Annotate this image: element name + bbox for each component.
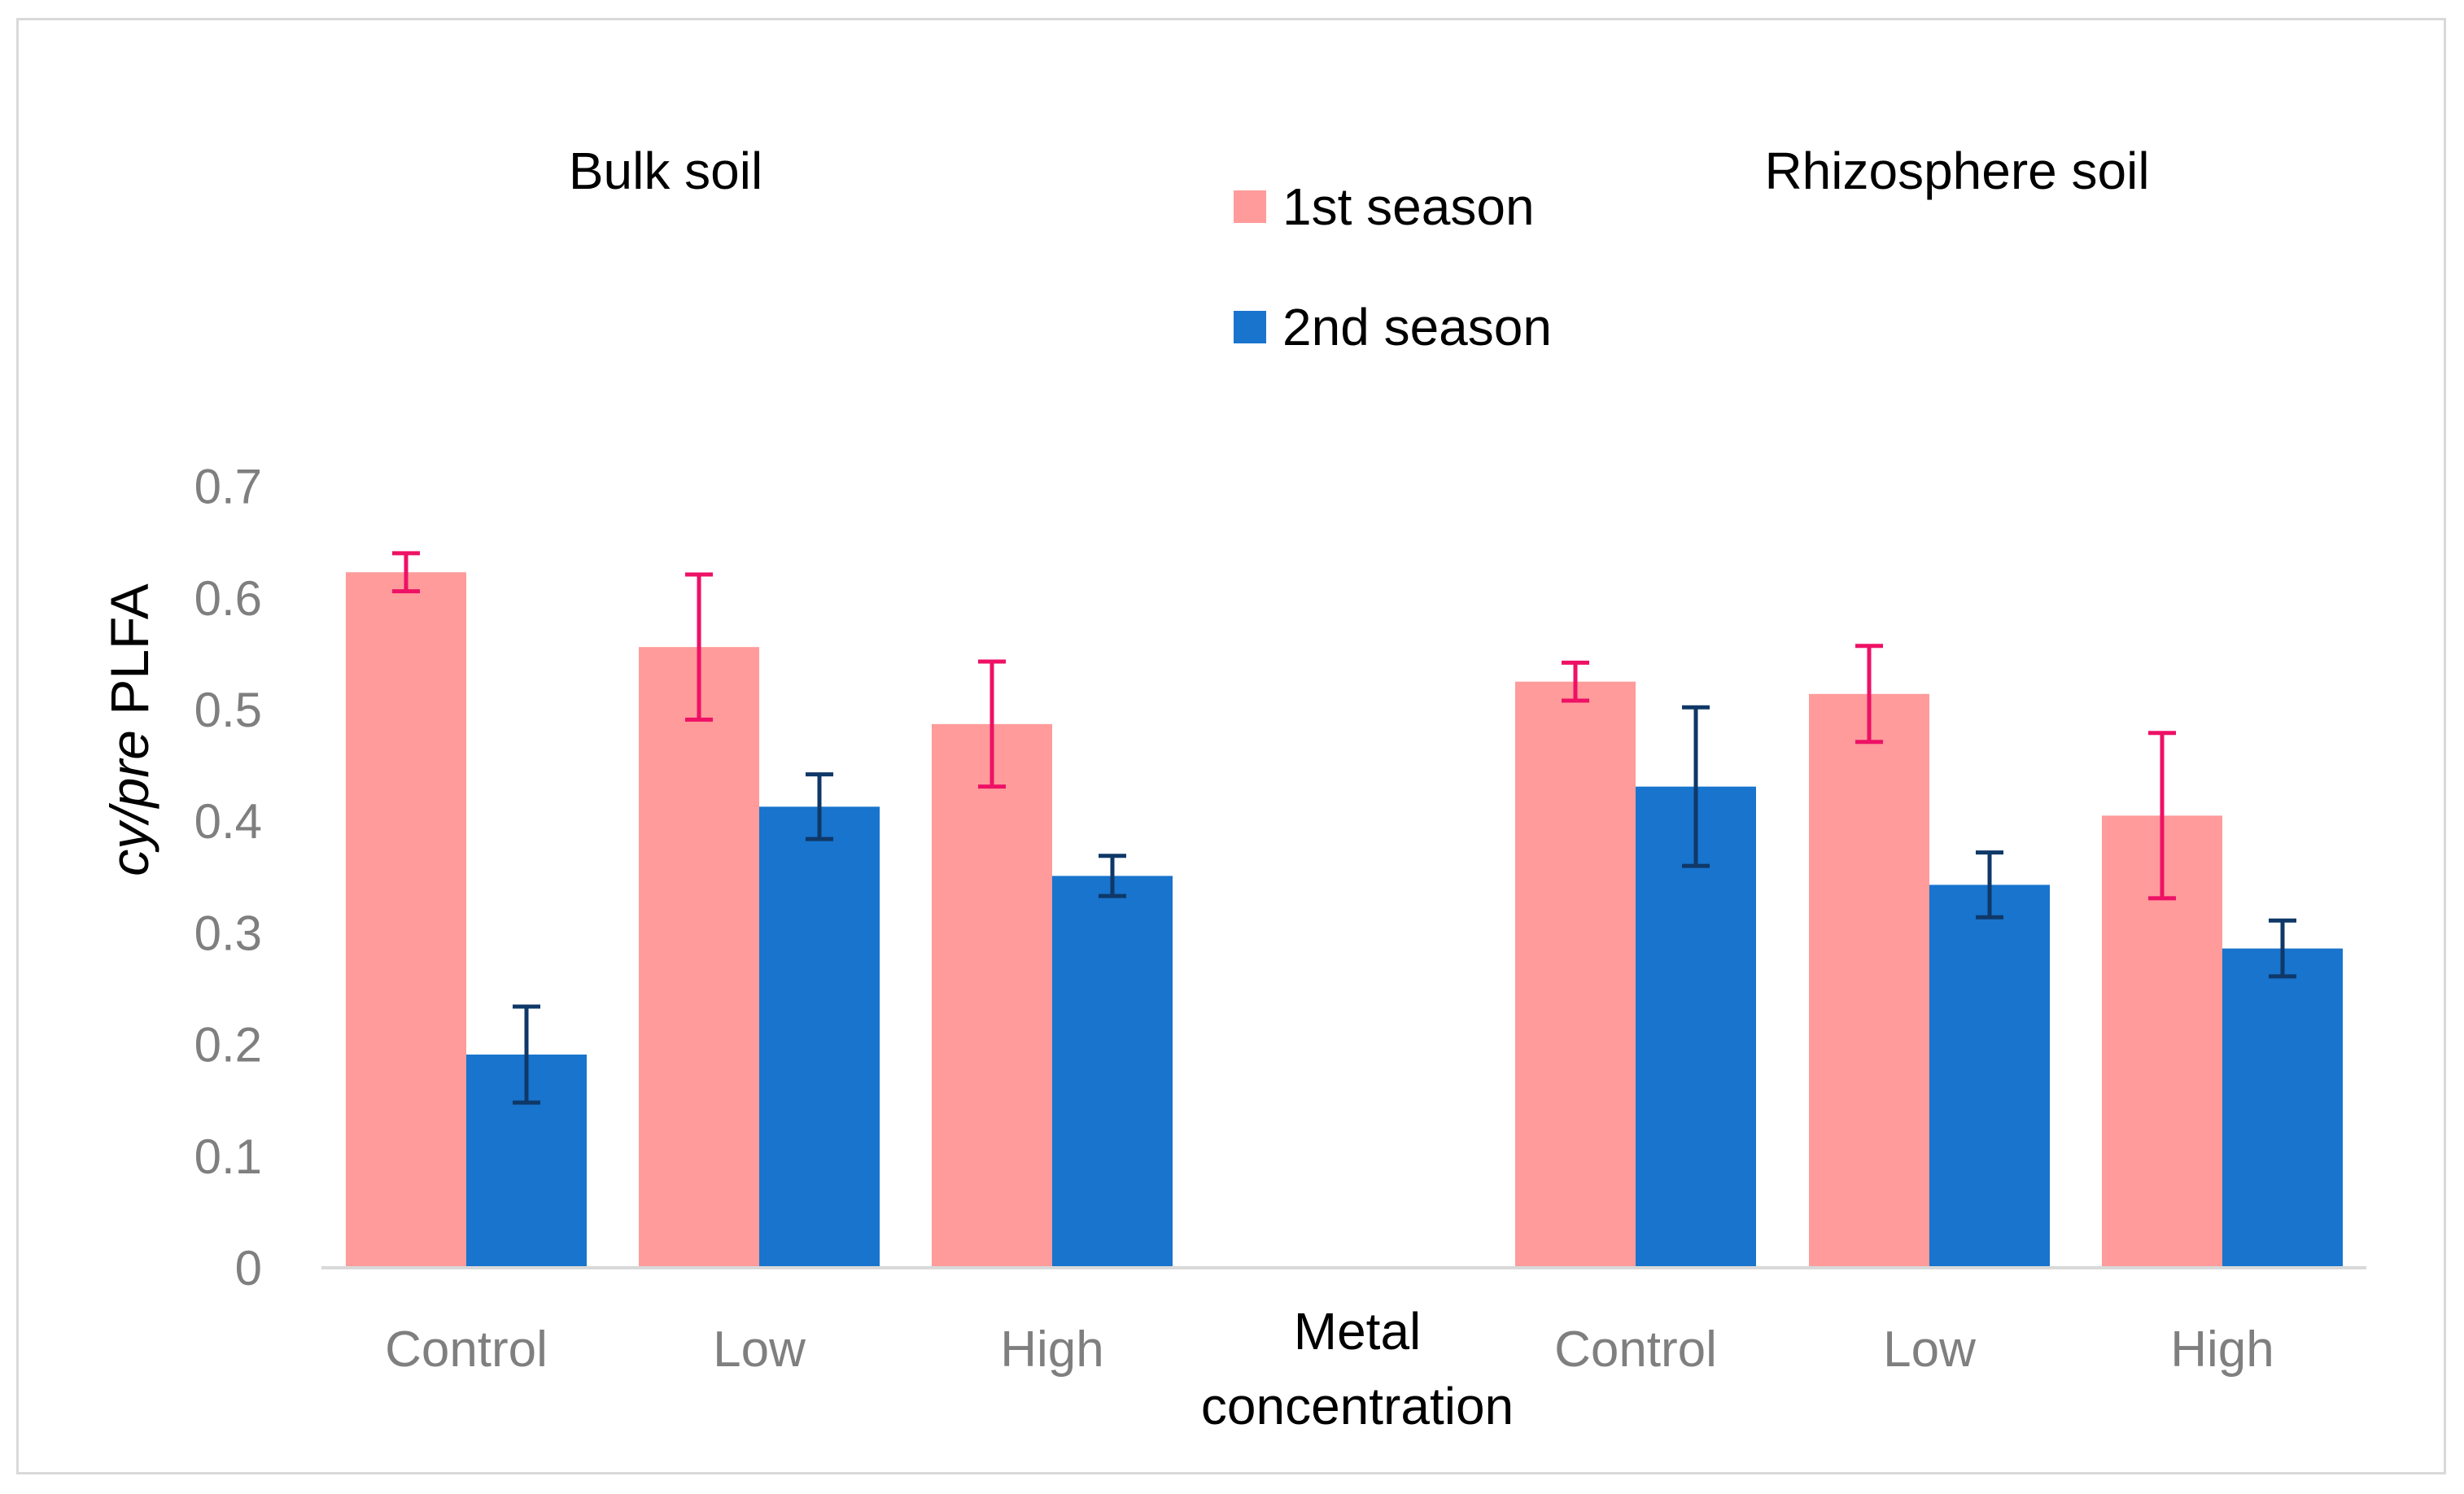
- bar-2nd-season-high: [1052, 876, 1173, 1268]
- error-bar: [392, 551, 420, 594]
- error-bar: [685, 572, 713, 722]
- y-tick-label: 0.6: [194, 571, 262, 626]
- y-tick-label: 0.4: [194, 794, 262, 849]
- legend-swatch-2nd-season: [1234, 311, 1266, 343]
- x-tick-label-high: High: [2170, 1321, 2274, 1378]
- legend-label-1st-season: 1st season: [1282, 177, 1535, 236]
- y-axis-title-rest: PLFA: [99, 583, 159, 730]
- x-tick-label-high: High: [1000, 1321, 1104, 1378]
- x-tick-label-low: Low: [713, 1321, 806, 1378]
- error-bar: [1976, 850, 2003, 920]
- errors-layer: [392, 551, 2296, 1105]
- bar-2nd-season-high: [2222, 948, 2343, 1268]
- error-bar: [1562, 660, 1589, 703]
- x-axis-title-line1: Metal: [1294, 1302, 1422, 1361]
- group-title-bulk-soil: Bulk soil: [569, 142, 762, 200]
- error-bar: [806, 772, 833, 841]
- bar-1st-season-low: [1809, 693, 1929, 1268]
- bar-1st-season-control: [346, 572, 466, 1268]
- x-category-labels: Control Low High Control Low High: [385, 1321, 2274, 1378]
- x-axis-title-line2: concentration: [1201, 1377, 1514, 1435]
- error-bar: [1099, 854, 1126, 898]
- group-title-rhizosphere-soil: Rhizosphere soil: [1764, 142, 2149, 200]
- y-tick-label: 0.2: [194, 1018, 262, 1072]
- error-bar: [978, 659, 1006, 789]
- legend-label-2nd-season: 2nd season: [1282, 298, 1552, 356]
- bar-1st-season-control: [1515, 681, 1636, 1268]
- y-tick-label: 0.5: [194, 683, 262, 737]
- error-bar: [513, 1004, 540, 1105]
- bar-1st-season-high: [932, 723, 1052, 1268]
- error-bar: [1855, 644, 1883, 745]
- y-tick-labels: 0 0.1 0.2 0.3 0.4 0.5 0.6 0.7: [194, 460, 262, 1295]
- y-tick-label: 0.7: [194, 460, 262, 514]
- y-axis-title: cy/pre PLFA: [99, 583, 159, 876]
- legend-swatch-1st-season: [1234, 190, 1266, 223]
- legend: 1st season 2nd season: [1234, 177, 1552, 356]
- error-bar: [1682, 705, 1710, 868]
- y-tick-label: 0: [235, 1241, 262, 1295]
- x-tick-label-control: Control: [1554, 1321, 1717, 1378]
- y-tick-label: 0.1: [194, 1129, 262, 1184]
- x-tick-label-low: Low: [1883, 1321, 1976, 1378]
- y-axis-title-italic: cy/pre: [99, 730, 159, 876]
- bar-1st-season-low: [639, 647, 759, 1268]
- error-bar: [2148, 731, 2176, 901]
- bar-2nd-season-low: [759, 806, 880, 1268]
- bars-layer: [346, 572, 2343, 1268]
- x-tick-label-control: Control: [385, 1321, 548, 1378]
- bar-2nd-season-low: [1929, 885, 2050, 1268]
- error-bar: [2269, 918, 2296, 979]
- y-tick-label: 0.3: [194, 906, 262, 960]
